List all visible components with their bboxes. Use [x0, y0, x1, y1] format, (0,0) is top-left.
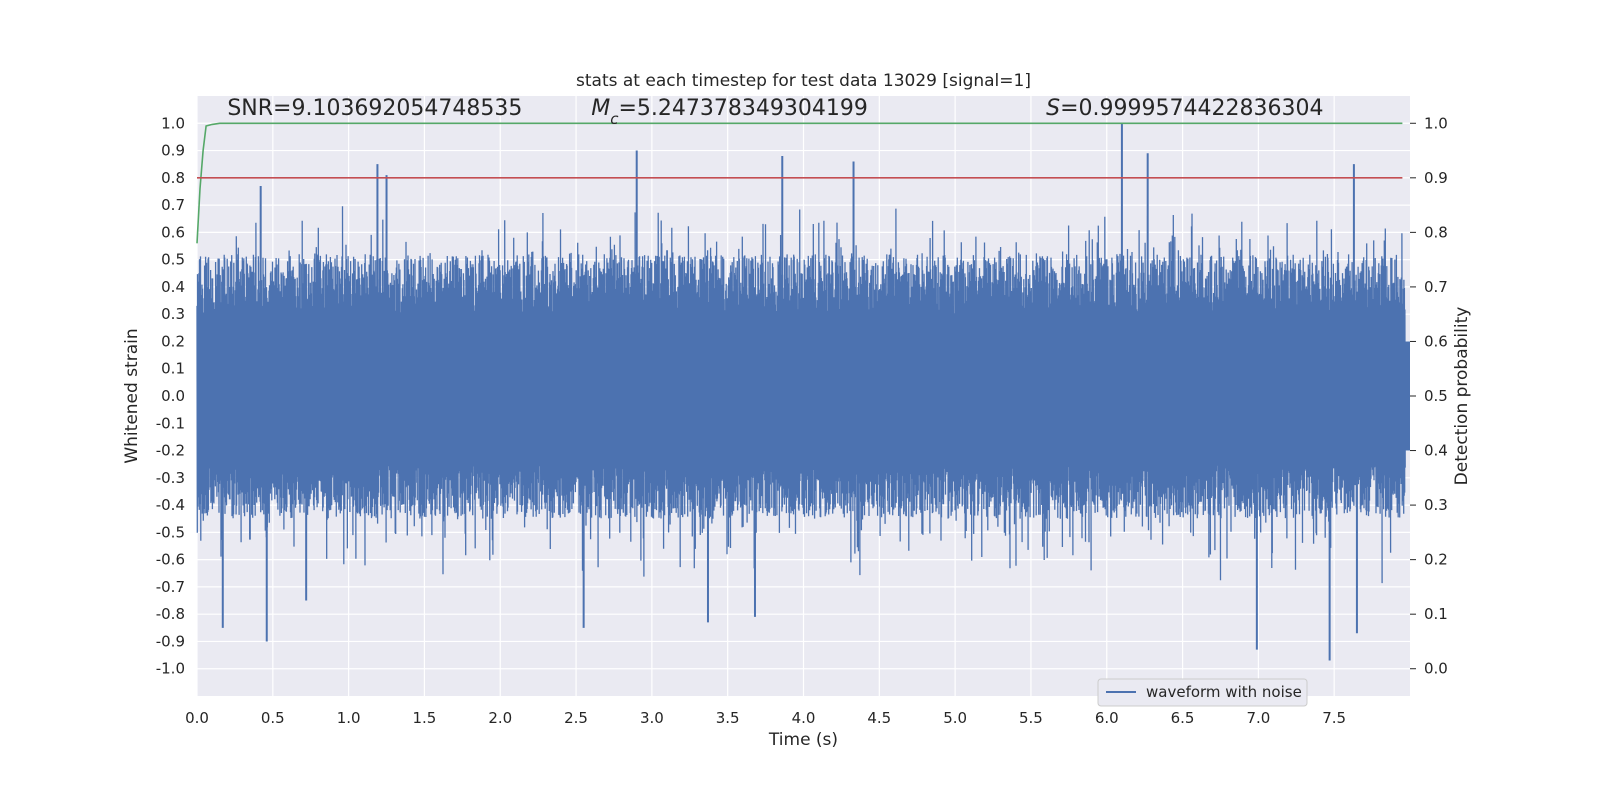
- x-tick-label: 4.5: [867, 709, 891, 727]
- annotation-score: S=0.9999574422836304: [1046, 96, 1323, 121]
- y-tick-label: 0.2: [161, 332, 185, 350]
- annotation-chirp-mass-var: M: [591, 96, 610, 121]
- x-axis-ticks: 0.0 0.5 1.0 1.5 2.0 2.5 3.0 3.5 4.0 4.5 5.0 5.5 6.0 6…: [185, 709, 1346, 727]
- annotation-score-value: =0.9999574422836304: [1060, 96, 1323, 121]
- y-right-tick-label: 0.3: [1424, 496, 1448, 514]
- y-right-tick-label: 0.0: [1424, 660, 1448, 678]
- x-tick-label: 6.5: [1171, 709, 1195, 727]
- y-tick-label: -0.9: [156, 632, 185, 650]
- y-right-tick-label: 1.0: [1424, 114, 1448, 132]
- x-tick-label: 7.5: [1322, 709, 1346, 727]
- x-tick-label: 6.0: [1095, 709, 1119, 727]
- x-tick-label: 4.0: [792, 709, 816, 727]
- y-tick-label: 0.5: [161, 251, 185, 269]
- legend-box: [1097, 678, 1308, 707]
- y-tick-label: -0.8: [156, 605, 185, 623]
- y-right-tick-label: 0.7: [1424, 278, 1448, 296]
- x-tick-label: 5.5: [1019, 709, 1043, 727]
- x-tick-label: 5.0: [943, 709, 967, 727]
- legend-label: waveform with noise: [1146, 683, 1302, 701]
- y-axis-ticks: 1.0 0.9 0.8 0.7 0.6 0.5 0.4 0.3 0.2 0.1 0.0 -0.1 -0.…: [156, 114, 185, 677]
- waveform-core: [197, 341, 1410, 451]
- x-tick-label: 1.0: [337, 709, 361, 727]
- y-right-axis-label: Detection probability: [1452, 307, 1472, 486]
- waveform-series: [196, 123, 1410, 661]
- y-right-tick-label: 0.4: [1424, 442, 1448, 460]
- x-tick-label: 3.5: [716, 709, 740, 727]
- annotation-chirp-mass: Mc=5.247378349304199: [591, 96, 868, 128]
- y-tick-label: -0.2: [156, 442, 185, 460]
- x-tick-label: 2.0: [488, 709, 512, 727]
- y-tick-label: 1.0: [161, 114, 185, 132]
- x-tick-label: 3.0: [640, 709, 664, 727]
- y-tick-label: 0.4: [161, 278, 185, 296]
- y-tick-label: 0.9: [161, 142, 185, 160]
- y-tick-label: -0.6: [156, 551, 185, 569]
- probability-line: [196, 122, 1403, 244]
- y-right-tick-label: 0.5: [1424, 387, 1448, 405]
- annotation-score-var: S: [1046, 96, 1060, 121]
- y-tick-label: 0.0: [161, 387, 185, 405]
- x-axis-label: Time (s): [768, 730, 838, 750]
- y-right-tick-label: 0.6: [1424, 332, 1448, 350]
- y-right-tick-label: 0.2: [1424, 551, 1448, 569]
- y-tick-label: 0.7: [161, 196, 185, 214]
- y-tick-label: 0.3: [161, 305, 185, 323]
- y-right-tick-label: 0.1: [1424, 605, 1448, 623]
- legend: waveform with noise: [1097, 678, 1308, 707]
- y-tick-label: 0.6: [161, 223, 185, 241]
- probability-series: [196, 122, 1403, 244]
- y-axis-label: Whitened strain: [122, 328, 142, 463]
- y-tick-label: -0.1: [156, 414, 185, 432]
- y-tick-label: -0.5: [156, 523, 185, 541]
- y-tick-label: -0.7: [156, 578, 185, 596]
- x-tick-label: 1.5: [413, 709, 437, 727]
- y-right-tick-label: 0.8: [1424, 223, 1448, 241]
- annotation-chirp-mass-value: =5.247378349304199: [618, 96, 867, 121]
- y-right-tick-label: 0.9: [1424, 169, 1448, 187]
- y-tick-label: 0.1: [161, 360, 185, 378]
- x-tick-label: 0.0: [185, 709, 209, 727]
- y-right-axis-ticks: 1.0 0.9 0.8 0.7 0.6 0.5 0.4 0.3 0.2 0.1 0.0: [1410, 114, 1448, 678]
- y-tick-label: -0.4: [156, 496, 185, 514]
- y-tick-label: 0.8: [161, 169, 185, 187]
- annotation-chirp-mass-sub: c: [610, 110, 619, 128]
- annotation-snr: SNR=9.103692054748535: [227, 96, 522, 121]
- y-tick-label: -1.0: [156, 660, 185, 678]
- x-tick-label: 0.5: [261, 709, 285, 727]
- x-tick-label: 7.0: [1246, 709, 1270, 727]
- y-tick-label: -0.3: [156, 469, 185, 487]
- x-tick-label: 2.5: [564, 709, 588, 727]
- chart-title: stats at each timestep for test data 130…: [576, 71, 1031, 91]
